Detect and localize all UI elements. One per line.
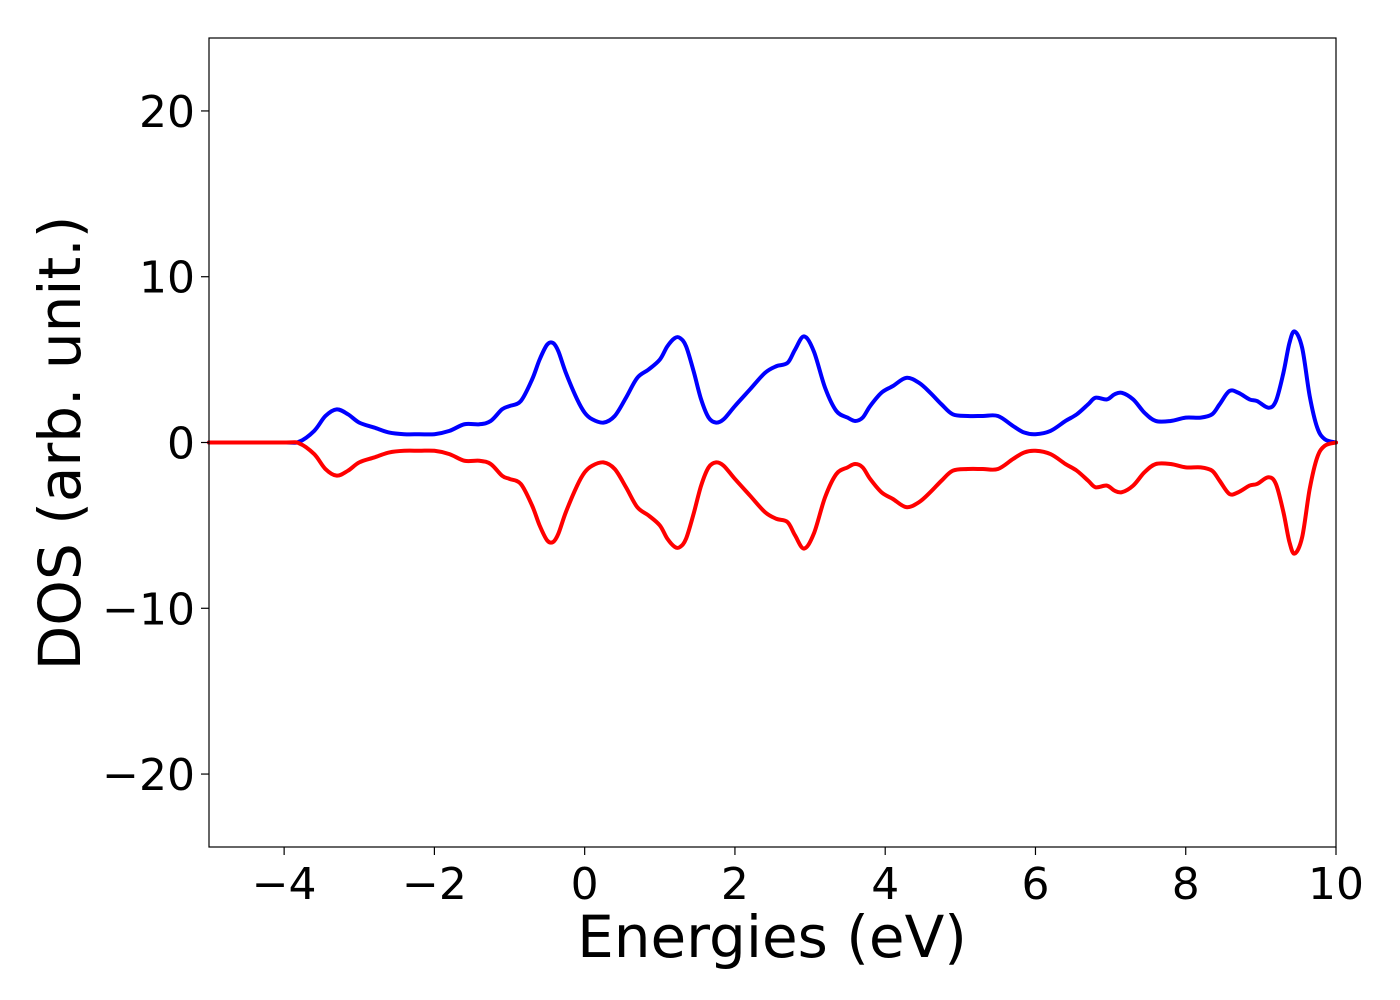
y-tick-label: −10 [102, 584, 195, 635]
x-axis-label: Energies (eV) [577, 903, 967, 971]
x-tick-label: 0 [571, 859, 599, 910]
x-axis: −4 −2 0 2 4 6 8 10 [252, 847, 1364, 910]
y-axis: −20 −10 0 10 20 [102, 87, 209, 801]
series-layer [207, 329, 1338, 556]
x-tick-label: 6 [1021, 859, 1049, 910]
plot-area [209, 38, 1336, 847]
x-tick-label: −4 [252, 859, 317, 910]
y-tick-label: 0 [167, 419, 195, 470]
y-tick-label: −20 [102, 750, 195, 801]
x-tick-label: 4 [871, 859, 899, 910]
y-tick-label: 10 [139, 253, 195, 304]
series-line-negative [207, 440, 1338, 556]
x-tick-label: −2 [402, 859, 467, 910]
y-axis-label: DOS (arb. unit.) [26, 216, 94, 671]
x-tick-label: 2 [721, 859, 749, 910]
x-tick-label: 10 [1308, 859, 1364, 910]
series-line-positive [207, 329, 1338, 445]
y-tick-label: 20 [139, 87, 195, 138]
x-tick-label: 8 [1172, 859, 1200, 910]
